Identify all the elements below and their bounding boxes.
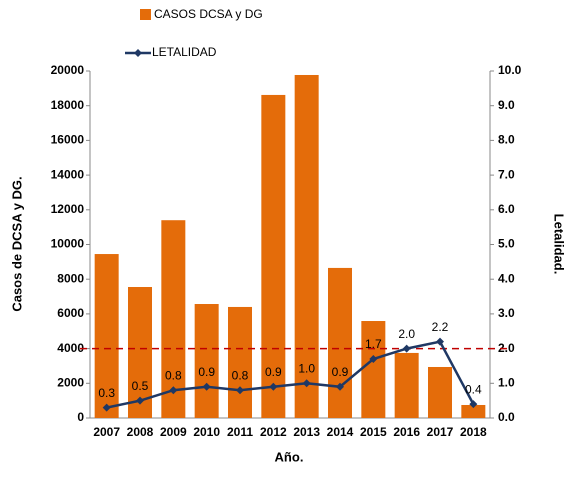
line xyxy=(106,340,475,409)
bar xyxy=(294,74,319,418)
y2-tick-label: 2.0 xyxy=(498,341,515,355)
x-tick-label: 2007 xyxy=(93,425,120,439)
line-marker xyxy=(169,386,178,395)
data-label: 1.7 xyxy=(365,337,382,351)
bar xyxy=(261,94,286,419)
y2-axis-label: Letalidad. xyxy=(552,214,567,275)
data-label: 2.2 xyxy=(432,320,449,334)
x-tick-label: 2018 xyxy=(460,425,487,439)
data-label: 0.8 xyxy=(232,368,249,382)
line-marker xyxy=(369,355,378,364)
y-tick-label: 20000 xyxy=(51,63,85,77)
legend-swatch xyxy=(140,9,151,20)
y-tick-label: 16000 xyxy=(51,133,85,147)
x-tick-label: 2016 xyxy=(393,425,420,439)
line-marker xyxy=(136,396,144,405)
line-marker xyxy=(102,403,111,412)
data-label: 0.9 xyxy=(332,365,349,379)
legend-label: LETALIDAD xyxy=(152,45,217,59)
bar xyxy=(461,404,486,418)
data-label: 2.0 xyxy=(398,327,415,341)
data-label: 0.9 xyxy=(198,365,215,379)
line-marker xyxy=(436,337,444,346)
legend-marker xyxy=(134,49,142,57)
y2-tick-label: 7.0 xyxy=(498,167,515,181)
y2-tick-label: 5.0 xyxy=(498,237,515,251)
x-tick-label: 2017 xyxy=(427,425,454,439)
data-label: 0.3 xyxy=(98,386,115,400)
bar xyxy=(194,304,219,418)
y-tick-label: 0 xyxy=(77,410,84,424)
x-tick-label: 2012 xyxy=(260,425,287,439)
y-tick-label: 2000 xyxy=(57,375,84,389)
y-tick-label: 8000 xyxy=(57,271,84,285)
line-marker xyxy=(202,382,211,391)
x-tick-label: 2009 xyxy=(160,425,187,439)
bar xyxy=(428,366,452,418)
y-tick-label: 14000 xyxy=(51,167,85,181)
data-label: 0.4 xyxy=(465,382,482,396)
y2-tick-label: 6.0 xyxy=(498,202,515,216)
y2-tick-label: 9.0 xyxy=(498,98,515,112)
x-tick-label: 2014 xyxy=(327,425,354,439)
bar xyxy=(228,306,252,418)
data-label: 0.8 xyxy=(165,368,182,382)
bar xyxy=(161,220,186,418)
line-marker xyxy=(336,382,344,391)
legend-label: CASOS DCSA y DG xyxy=(154,7,263,21)
data-label: 1.0 xyxy=(298,361,315,375)
bar xyxy=(361,321,386,418)
line-marker xyxy=(302,379,311,388)
x-tick-label: 2011 xyxy=(227,425,253,439)
y2-tick-label: 3.0 xyxy=(498,306,515,320)
line-marker xyxy=(469,400,478,409)
y2-tick-label: 4.0 xyxy=(498,271,515,285)
line-marker xyxy=(402,344,411,353)
y2-tick-label: 10.0 xyxy=(498,63,522,77)
data-label: 0.5 xyxy=(132,379,149,393)
bar xyxy=(328,267,352,418)
line-marker xyxy=(236,386,244,395)
bar xyxy=(94,254,119,418)
x-tick-label: 2010 xyxy=(193,425,220,439)
y-tick-label: 4000 xyxy=(57,341,84,355)
x-tick-label: 2015 xyxy=(360,425,387,439)
data-label: 0.9 xyxy=(265,365,282,379)
x-tick-label: 2013 xyxy=(293,425,320,439)
x-tick-label: 2008 xyxy=(127,425,154,439)
bar xyxy=(128,287,152,418)
y-axis-label: Casos de DCSA y DG. xyxy=(9,176,24,311)
line-marker xyxy=(269,382,278,391)
y-tick-label: 18000 xyxy=(51,98,85,112)
y2-tick-label: 0.0 xyxy=(498,410,515,424)
x-axis-label: Año. xyxy=(275,449,304,464)
y-tick-label: 10000 xyxy=(51,237,85,251)
bar xyxy=(394,352,419,418)
y-tick-label: 6000 xyxy=(57,306,84,320)
y-tick-label: 12000 xyxy=(51,202,85,216)
y2-tick-label: 8.0 xyxy=(498,133,515,147)
y2-tick-label: 1.0 xyxy=(498,375,515,389)
